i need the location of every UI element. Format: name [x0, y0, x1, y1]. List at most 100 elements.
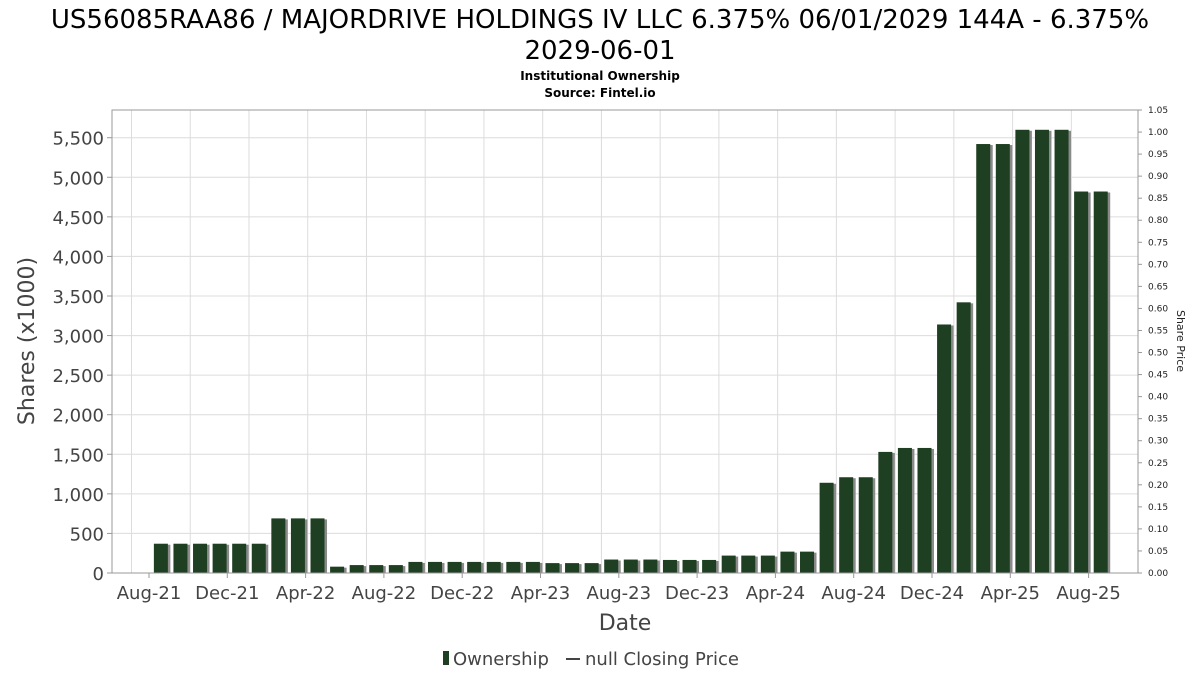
ownership-bar — [565, 563, 580, 573]
ownership-bar — [878, 451, 893, 573]
ownership-bar — [604, 559, 619, 573]
ownership-bar — [1054, 129, 1069, 574]
x-tick-label: Apr-22 — [276, 583, 335, 604]
plot-frame — [111, 109, 1139, 574]
ownership-bar — [545, 563, 560, 573]
y-right-tick-label: 0.25 — [1148, 459, 1168, 469]
ownership-bar — [408, 561, 423, 573]
x-tick-label: Aug-22 — [352, 583, 417, 604]
y-right-tick-label: 0.85 — [1148, 194, 1168, 204]
x-axis-label: Date — [599, 611, 652, 636]
ownership-bar — [212, 543, 227, 573]
ownership-bar — [271, 518, 286, 573]
x-tick-label: Dec-24 — [900, 583, 964, 604]
x-axis-ticks: Aug-21 Dec-21 Apr-22 Aug-22 Dec-22 Apr-23 Aug-… — [117, 573, 1121, 604]
ownership-bar — [800, 551, 815, 573]
ownership-bar — [584, 563, 599, 573]
ownership-bar — [819, 482, 834, 573]
ownership-bar — [506, 561, 521, 573]
y-axis-label: Shares (x1000) — [15, 257, 40, 425]
y-right-tick-label: 1.00 — [1148, 128, 1168, 138]
x-tick-label: Aug-21 — [117, 583, 182, 604]
ownership-bar — [623, 559, 638, 573]
y-tick-label: 1,000 — [52, 485, 104, 506]
y-right-tick-label: 0.90 — [1148, 172, 1168, 182]
y-tick-label: 3,500 — [52, 287, 104, 308]
chart-source: Source: Fintel.io — [544, 86, 655, 100]
y-axis-right-label: Share Price — [1174, 310, 1187, 372]
x-tick-label: Dec-23 — [665, 583, 729, 604]
ownership-bar — [290, 518, 305, 573]
y-right-tick-label: 0.40 — [1148, 393, 1168, 403]
y-tick-label: 2,000 — [52, 406, 104, 427]
ownership-bar — [702, 559, 717, 573]
ownership-bar — [173, 543, 188, 573]
y-right-tick-label: 0.55 — [1148, 326, 1168, 336]
y-right-tick-label: 1.05 — [1148, 106, 1168, 116]
legend: Ownership null Closing Price — [443, 649, 739, 670]
x-tick-label: Dec-22 — [430, 583, 494, 604]
ownership-bar — [917, 447, 932, 573]
ownership-bar — [1034, 129, 1049, 574]
ownership-bar — [780, 551, 795, 573]
y-tick-label: 2,500 — [52, 366, 104, 387]
chart-title-line2: 2029-06-01 — [524, 36, 675, 66]
ownership-bar — [976, 144, 991, 574]
y-tick-label: 3,000 — [52, 327, 104, 348]
ownership-bar — [1093, 191, 1108, 573]
y-tick-label: 5,000 — [52, 168, 104, 189]
ownership-bar — [447, 561, 462, 573]
ownership-bar — [1074, 191, 1089, 573]
y-tick-label: 500 — [70, 524, 104, 545]
ownership-bar — [193, 543, 208, 573]
x-tick-label: Dec-21 — [195, 583, 259, 604]
ownership-bar — [388, 565, 403, 573]
x-tick-label: Apr-25 — [981, 583, 1040, 604]
ownership-bar — [251, 543, 266, 573]
ownership-bar — [858, 477, 873, 573]
y-tick-label: 4,500 — [52, 208, 104, 229]
ownership-bar — [330, 566, 345, 573]
ownership-bar — [643, 559, 658, 573]
x-tick-label: Apr-23 — [511, 583, 570, 604]
ownership-bar — [839, 477, 854, 573]
ownership-bar — [525, 561, 540, 573]
y-right-tick-label: 0.15 — [1148, 503, 1168, 513]
y-right-tick-label: 0.75 — [1148, 238, 1168, 248]
y-right-tick-label: 0.10 — [1148, 525, 1168, 535]
y-right-tick-label: 0.35 — [1148, 415, 1168, 425]
y-right-tick-label: 0.05 — [1148, 547, 1168, 557]
legend-ownership-swatch — [443, 651, 449, 665]
y-right-tick-label: 0.45 — [1148, 371, 1168, 381]
ownership-bar — [897, 447, 912, 573]
y-right-tick-label: 0.50 — [1148, 349, 1168, 359]
bars — [153, 129, 1111, 574]
y-tick-label: 1,500 — [52, 445, 104, 466]
x-tick-label: Apr-24 — [746, 583, 805, 604]
y-right-tick-label: 0.20 — [1148, 481, 1168, 491]
ownership-bar — [937, 324, 952, 573]
ownership-bar — [760, 555, 775, 573]
ownership-bar — [741, 555, 756, 573]
legend-price-label: null Closing Price — [585, 649, 739, 670]
ownership-bar — [232, 543, 247, 573]
y-right-tick-label: 0.95 — [1148, 150, 1168, 160]
chart-title-line1: US56085RAA86 / MAJORDRIVE HOLDINGS IV LL… — [51, 5, 1149, 35]
y-right-tick-label: 0.70 — [1148, 260, 1168, 270]
x-tick-label: Aug-23 — [587, 583, 652, 604]
y-axis-right-ticks: 0.00 0.05 0.10 0.15 0.20 0.25 0.30 0.35 0.40 0.45… — [1138, 106, 1168, 579]
ownership-bar — [995, 144, 1010, 574]
grid-lines — [112, 110, 1138, 574]
y-right-tick-label: 0.00 — [1148, 569, 1168, 579]
y-right-tick-label: 0.30 — [1148, 437, 1168, 447]
ownership-bar — [662, 559, 677, 573]
y-right-tick-label: 0.60 — [1148, 304, 1168, 314]
ownership-bar — [682, 559, 697, 573]
ownership-bar — [369, 565, 384, 573]
ownership-bar — [956, 302, 971, 573]
ownership-bar — [427, 561, 442, 573]
x-tick-label: Aug-24 — [821, 583, 886, 604]
y-tick-label: 4,000 — [52, 247, 104, 268]
y-tick-label: 0 — [93, 564, 104, 585]
